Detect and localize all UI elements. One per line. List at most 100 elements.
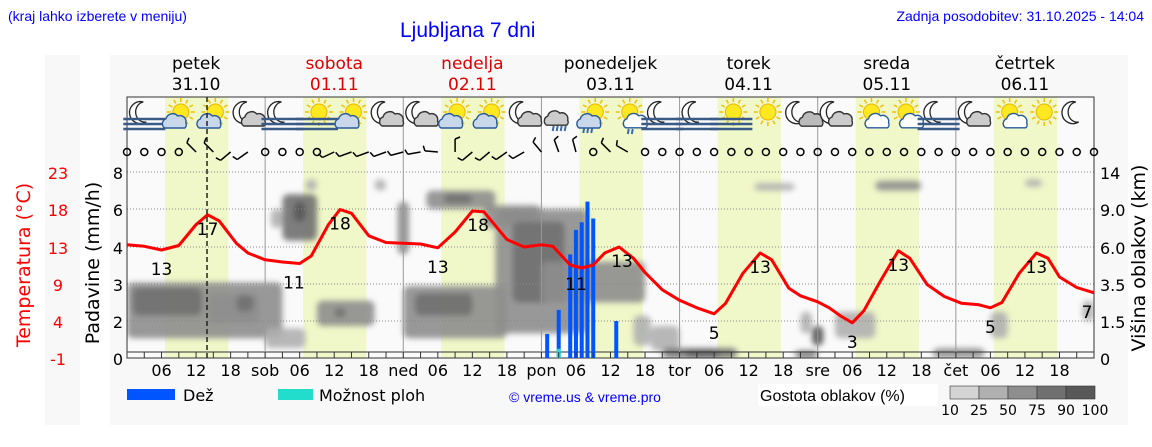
temperature-axis-panel xyxy=(45,55,80,425)
sun-ray xyxy=(772,99,776,104)
precip-tick: 3 xyxy=(113,276,123,295)
density-level-label: 10 xyxy=(941,403,959,419)
rain-bar xyxy=(585,201,590,358)
wind-calm-icon xyxy=(934,147,943,157)
cloud-height-axis-title: Višina oblakov (km) xyxy=(1128,165,1150,352)
sun-ray xyxy=(997,116,1002,120)
sun-ray xyxy=(599,99,603,104)
day-name: ponedeljek xyxy=(564,54,658,74)
sun-ray xyxy=(461,99,465,104)
credit-link[interactable]: © vreme.us & vreme.pro xyxy=(509,389,661,405)
sun-ray xyxy=(638,104,643,108)
wind-barb-icon xyxy=(369,151,387,158)
wind-calm-icon xyxy=(1003,147,1012,157)
wind-calm-icon xyxy=(1089,147,1099,157)
daylight-band xyxy=(579,97,643,358)
wind-barb-tick xyxy=(454,136,461,140)
moon-small-cloud-icon xyxy=(785,100,824,127)
moon-icon xyxy=(1061,100,1080,125)
precip-axis-title: Padavine (mm/h) xyxy=(82,182,104,345)
precip-tick: 0 xyxy=(113,350,123,369)
cloud-blob xyxy=(990,311,1008,339)
wind-barb-tick xyxy=(186,137,190,144)
wind-barb-tick xyxy=(491,155,497,161)
sun-ray xyxy=(634,99,638,104)
density-scale: 10 25 50 75 90 100 xyxy=(941,385,1108,419)
rain-icon xyxy=(555,125,559,132)
x-tick-label: 12 xyxy=(462,361,482,380)
day-date: 06.11 xyxy=(1001,75,1050,95)
wind-barb-tick xyxy=(369,151,375,157)
rain-icon xyxy=(590,127,594,134)
rain-icon xyxy=(630,128,634,135)
temperature-label: 13 xyxy=(1026,258,1048,278)
sun-ray xyxy=(914,104,919,108)
sun-cloud-icon xyxy=(161,98,195,129)
wind-barb-shaft xyxy=(512,151,525,160)
wind-calm-icon xyxy=(951,147,961,157)
time-axis: 06 12 18 sob 06 12 18 ned 06 12 18 pon 06 12 18 tor 06 12… xyxy=(143,352,1078,380)
legend-density-title-bg xyxy=(758,384,938,406)
sun-ray xyxy=(859,104,864,108)
sun-fog-icon xyxy=(710,98,753,131)
temperature-tick: 18 xyxy=(48,201,68,220)
sun-ray xyxy=(189,104,194,108)
wind-calm-icon xyxy=(640,147,650,157)
rain-icon xyxy=(582,127,586,134)
temperature-tick: 23 xyxy=(48,164,68,183)
sun-ray xyxy=(910,99,914,104)
moon-cloud-icon xyxy=(957,100,992,127)
x-tick-label: 12 xyxy=(186,361,206,380)
sun-ray xyxy=(772,120,776,125)
day-separators xyxy=(264,97,957,358)
wind-barb-icon xyxy=(615,140,629,153)
daylight-band xyxy=(717,97,781,358)
sun-ray xyxy=(185,99,189,104)
wind-barb-shaft xyxy=(571,139,577,153)
cloud-height-tick: 3.5 xyxy=(1100,276,1125,295)
sun-ray xyxy=(603,116,608,120)
sun-ray xyxy=(879,104,885,108)
wind-barb-icon xyxy=(386,150,404,157)
wind-barb-shaft xyxy=(532,141,543,153)
wind-barb-tick xyxy=(386,150,392,156)
sun-ray xyxy=(582,104,587,108)
sun-icon xyxy=(1035,103,1053,121)
density-swatch xyxy=(1036,385,1067,400)
wind-barb-shaft xyxy=(553,139,560,153)
sun-ray xyxy=(1048,120,1052,125)
wind-barb-icon xyxy=(474,151,491,162)
wind-calm-icon xyxy=(588,147,598,157)
sun-icon xyxy=(753,98,782,126)
sun-ray xyxy=(495,99,500,104)
sun-ray xyxy=(1048,99,1052,104)
sun-ray xyxy=(875,99,880,104)
day-date: 05.11 xyxy=(862,75,911,95)
wind-barb-shaft xyxy=(236,151,249,161)
sun-icon xyxy=(724,103,742,121)
x-tick-label: 06 xyxy=(980,361,1000,380)
sun-ray xyxy=(720,104,726,108)
cloud-blob xyxy=(633,315,651,346)
x-tick-label: 12 xyxy=(738,361,758,380)
sun-ray xyxy=(863,99,868,104)
temperature-tick: 4 xyxy=(53,313,63,332)
location-hint-link[interactable]: (kraj lahko izberete v meniju) xyxy=(8,8,187,24)
temperature-label: 3 xyxy=(847,333,858,353)
sun-ray xyxy=(465,104,470,108)
sun-ray xyxy=(997,104,1002,108)
temperature-label: 11 xyxy=(565,275,587,295)
cloud-icon xyxy=(1002,112,1028,129)
sun-ray xyxy=(173,99,177,104)
sun-cloud-light-rain-icon xyxy=(615,98,648,135)
wind-calm-icon xyxy=(1020,147,1030,157)
cloud-height-tick: 1.5 xyxy=(1100,313,1125,332)
wind-calm-icon xyxy=(796,147,805,157)
wind-calm-icon xyxy=(899,147,909,157)
cloud-height-tick: 14 xyxy=(1100,164,1120,183)
cloud-blob xyxy=(305,179,317,191)
moon-cloud-icon xyxy=(405,100,439,127)
sun-ray xyxy=(499,116,505,120)
cloud-height-tick: 6.0 xyxy=(1100,239,1125,258)
